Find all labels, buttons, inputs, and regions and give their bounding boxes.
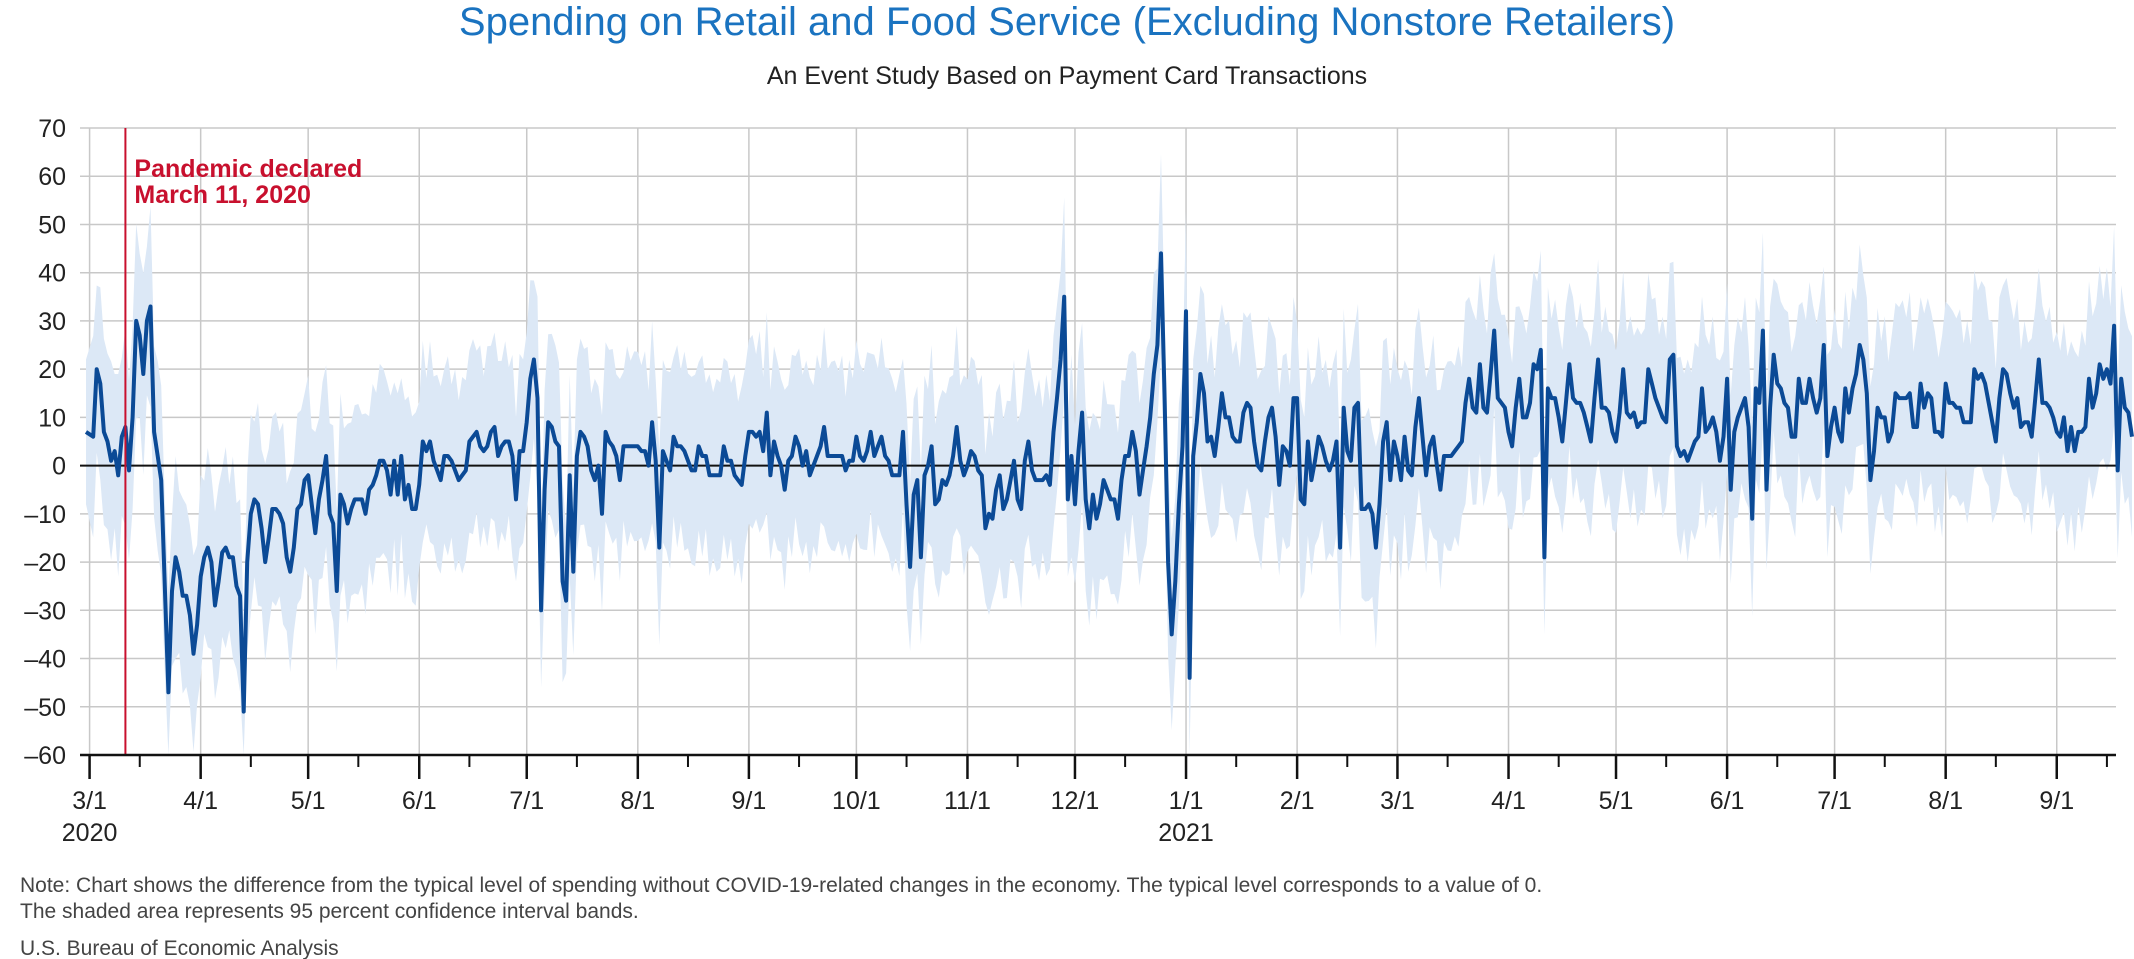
event-marker: Pandemic declared March 11, 2020 bbox=[124, 128, 362, 755]
x-tick-label: 10/1 bbox=[832, 787, 881, 815]
x-tick-label: 6/1 bbox=[402, 787, 437, 815]
event-label-line2: March 11, 2020 bbox=[134, 181, 311, 209]
confidence-band bbox=[86, 153, 2132, 756]
x-tick-label: 9/1 bbox=[732, 787, 767, 815]
x-tick-label: 7/1 bbox=[1817, 787, 1852, 815]
x-tick-label: 5/1 bbox=[1599, 787, 1634, 815]
x-tick-label: 3/1 bbox=[72, 787, 107, 815]
x-tick-label: 2/1 bbox=[1280, 787, 1315, 815]
y-tick-label: –10 bbox=[24, 501, 66, 529]
x-tick-label: 12/1 bbox=[1051, 787, 1100, 815]
spending-line-group bbox=[84, 251, 2134, 714]
confidence-band-area bbox=[86, 153, 2132, 756]
x-axis-ticks: 3/1 4/1 5/1 6/1 7/1 8/1 9/1 10/1 11/1 12/1 1/1 2/1 3… bbox=[62, 755, 2108, 847]
y-tick-label: 50 bbox=[38, 211, 66, 239]
y-tick-label: –40 bbox=[24, 646, 66, 674]
chart-subtitle: An Event Study Based on Payment Card Tra… bbox=[767, 62, 1367, 90]
y-tick-label: 70 bbox=[38, 115, 66, 143]
x-tick-label: 7/1 bbox=[509, 787, 544, 815]
x-tick-label: 6/1 bbox=[1710, 787, 1745, 815]
spending-series-line bbox=[84, 251, 2134, 714]
y-tick-label: –20 bbox=[24, 549, 66, 577]
note-line-1: Note: Chart shows the difference from th… bbox=[20, 874, 1542, 897]
y-tick-label: –60 bbox=[24, 742, 66, 770]
y-tick-label: 30 bbox=[38, 308, 66, 336]
event-label-line1: Pandemic declared bbox=[134, 155, 362, 183]
y-tick-label: 10 bbox=[38, 404, 66, 432]
x-tick-label: 8/1 bbox=[620, 787, 655, 815]
chart-title: Spending on Retail and Food Service (Exc… bbox=[459, 0, 1675, 44]
source-label: U.S. Bureau of Economic Analysis bbox=[20, 937, 339, 959]
x-tick-label: 1/1 bbox=[1169, 787, 1204, 815]
y-tick-label: –50 bbox=[24, 694, 66, 722]
x-tick-label: 3/1 bbox=[1380, 787, 1415, 815]
y-tick-label: –30 bbox=[24, 597, 66, 625]
y-tick-label: 60 bbox=[38, 163, 66, 191]
x-tick-label: 4/1 bbox=[1491, 787, 1526, 815]
x-tick-label: 9/1 bbox=[2039, 787, 2074, 815]
y-tick-label: 20 bbox=[38, 356, 66, 384]
note-line-2: The shaded area represents 95 percent co… bbox=[20, 900, 639, 923]
x-tick-label: 11/1 bbox=[944, 787, 991, 815]
x-tick-label: 4/1 bbox=[183, 787, 218, 815]
x-tick-label: 5/1 bbox=[291, 787, 326, 815]
x-year-label: 2020 bbox=[62, 819, 118, 847]
y-axis-ticks: 70 60 50 40 30 20 10 0 –10 –20 –30 –40 –50 –60 bbox=[24, 115, 66, 770]
y-tick-label: 40 bbox=[38, 260, 66, 288]
x-tick-label: 8/1 bbox=[1928, 787, 1963, 815]
y-tick-label: 0 bbox=[52, 453, 66, 481]
x-year-label: 2021 bbox=[1158, 819, 1214, 847]
